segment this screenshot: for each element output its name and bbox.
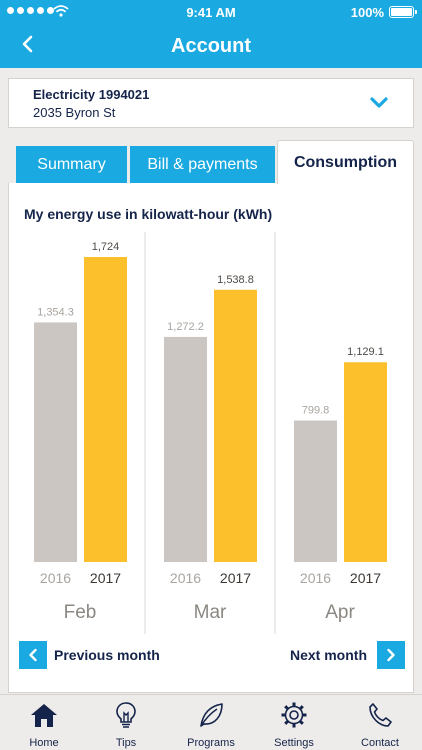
bar-2017-apr [344,362,387,562]
battery-percent: 100% [350,5,384,20]
page-title: Account [171,35,251,57]
series-label-2016: 2016 [300,570,331,586]
tab-bill-payments[interactable]: Bill & payments [130,146,275,184]
chevron-left-icon [22,35,33,53]
series-label-2017: 2017 [350,570,381,586]
tabbar-item-home[interactable]: Home [2,695,86,750]
series-label-2017: 2017 [90,570,121,586]
chart-title: My energy use in kilowatt-hour (kWh) [24,206,273,222]
next-month-button[interactable]: Next month [290,641,405,669]
tabbar-item-programs[interactable]: Programs [169,695,253,750]
gear-icon [281,702,307,728]
energy-chart: 1,354.3 2016 1,724 2017 Feb 1,272.2 2016 1,538.… [34,232,387,634]
series-label-2016: 2016 [40,570,71,586]
account-address: 2035 Byron St [33,105,116,120]
bar-2016-feb [34,322,77,562]
wifi-icon [53,5,69,17]
tabbar-item-tips[interactable]: Tips [84,695,168,750]
bar-value-label: 1,129.1 [347,346,384,358]
tabbar-item-contact[interactable]: Contact [338,695,422,750]
chevron-left-icon [19,641,47,669]
tab-consumption[interactable]: Consumption [277,140,414,184]
tabbar-label-settings: Settings [274,737,314,749]
tabbar-item-settings[interactable]: Settings [252,695,336,750]
signal-icon [7,7,54,14]
bar-value-label: 1,354.3 [37,306,74,318]
chevron-down-icon [370,97,388,108]
bar-2016-mar [164,336,207,562]
series-label-2017: 2017 [220,570,251,586]
tabbar-label-tips: Tips [115,737,137,749]
previous-month-button[interactable]: Previous month [19,641,160,669]
tabbar-label-programs: Programs [187,737,235,749]
month-label-mar: Mar [194,602,227,623]
bar-2016-apr [294,420,337,562]
bar-value-label: 1,272.2 [167,321,204,333]
lightbulb-icon [116,702,136,728]
battery-icon [389,6,417,18]
leaf-icon [200,703,223,727]
bar-2017-feb [84,257,127,562]
account-name: Electricity 1994021 [33,87,150,102]
status-time: 9:41 AM [186,5,236,20]
month-label-feb: Feb [64,602,97,623]
previous-month-label: Previous month [54,647,160,663]
bar-2017-mar [214,289,257,562]
bar-value-label: 1,538.8 [217,274,254,286]
tab-summary[interactable]: Summary [16,146,127,184]
home-icon [31,704,57,727]
back-button[interactable] [15,30,39,58]
series-label-2016: 2016 [170,570,201,586]
bottom-tab-bar: Home Tips Programs Settings Contact [0,694,422,750]
month-label-apr: Apr [325,602,355,623]
account-selector[interactable]: Electricity 1994021 2035 Byron St [8,78,414,128]
phone-icon [369,703,392,727]
bar-value-label: 799.8 [302,405,330,417]
next-month-label: Next month [290,647,367,663]
tabbar-label-contact: Contact [361,737,399,749]
status-bar: 9:41 AM 100% [0,0,422,24]
chevron-right-icon [377,641,405,669]
app-header: 9:41 AM 100% Account [0,0,422,68]
bar-value-label: 1,724 [92,241,120,253]
tabbar-label-home: Home [29,737,59,749]
